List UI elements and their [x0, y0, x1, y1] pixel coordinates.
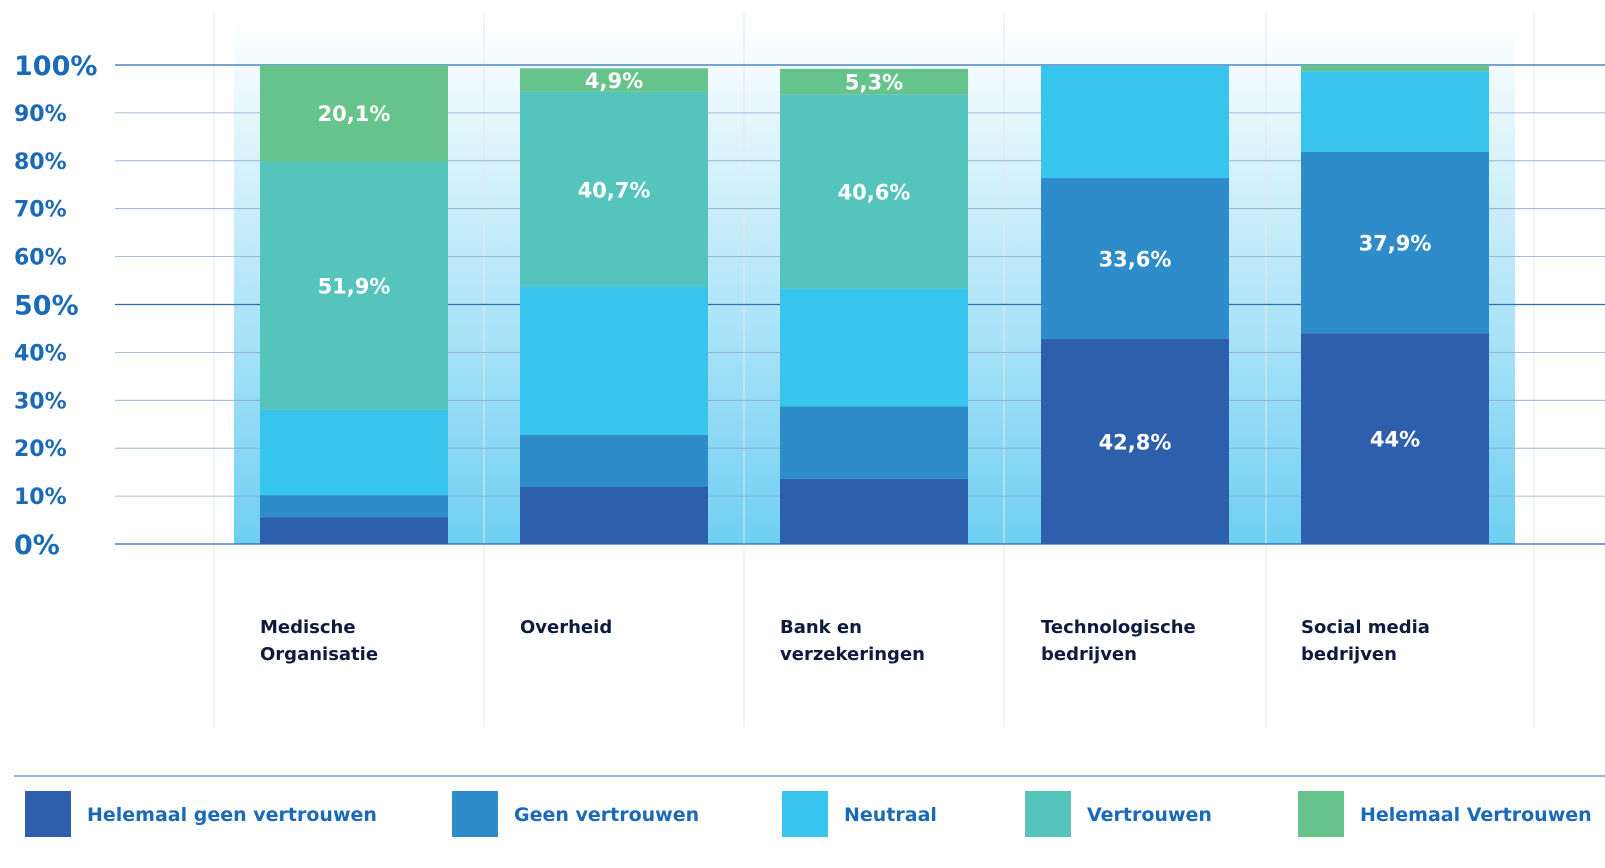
bar-segment: [780, 406, 968, 479]
bar-segment: [780, 288, 968, 407]
data-label: 40,6%: [838, 180, 911, 204]
legend-label: Helemaal geen vertrouwen: [87, 804, 377, 826]
bar-segment: [1301, 71, 1489, 152]
bar-segment: [520, 434, 708, 487]
y-tick-label: 10%: [14, 485, 67, 510]
bar-segment: [260, 409, 448, 496]
data-label: 5,3%: [845, 71, 903, 95]
legend-label: Neutraal: [844, 804, 937, 826]
y-tick-label: 70%: [14, 198, 67, 223]
bar-segment: [1041, 65, 1229, 179]
legend-swatch: [1025, 791, 1071, 837]
y-tick-label: 50%: [14, 291, 79, 322]
y-tick-label: 60%: [14, 246, 67, 271]
y-tick-label: 0%: [14, 530, 60, 561]
y-tick-label: 30%: [14, 389, 67, 414]
legend-label: Geen vertrouwen: [514, 804, 699, 826]
legend-item: Helemaal Vertrouwen: [1298, 791, 1592, 837]
legend-item: Geen vertrouwen: [452, 791, 699, 837]
bar-segment: [520, 68, 708, 92]
category-label: Overheid: [520, 617, 612, 638]
y-tick-label: 40%: [14, 341, 67, 366]
legend-swatch: [452, 791, 498, 837]
y-tick-label: 80%: [14, 150, 67, 175]
category-label: Social media bedrijven: [1301, 617, 1430, 665]
data-label: 37,9%: [1359, 231, 1432, 255]
category-label: Technologische bedrijven: [1041, 617, 1196, 665]
bar-segment: [1301, 333, 1489, 544]
y-tick-label: 100%: [14, 51, 97, 82]
legend-item: Vertrouwen: [1025, 791, 1212, 837]
bar-segment: [260, 517, 448, 544]
bar-segment: [520, 91, 708, 287]
legend-label: Helemaal Vertrouwen: [1360, 804, 1592, 826]
data-label: 42,8%: [1099, 430, 1172, 454]
category-label: Bank en verzekeringen: [780, 617, 925, 665]
category-label: Medische Organisatie: [260, 617, 378, 665]
bar-segment: [260, 65, 448, 162]
data-label: 40,7%: [578, 178, 651, 202]
data-label: 51,9%: [318, 275, 391, 299]
bar-segment: [1301, 65, 1489, 72]
bar-segment: [780, 478, 968, 544]
y-tick-label: 20%: [14, 437, 67, 462]
bar-segment: [780, 68, 968, 95]
bar-segment: [520, 486, 708, 544]
bar-segment: [260, 161, 448, 410]
legend-swatch: [782, 791, 828, 837]
bar-segment: [260, 495, 448, 518]
legend-swatch: [1298, 791, 1344, 837]
legend-item: Helemaal geen vertrouwen: [25, 791, 377, 837]
bar-segment: [1041, 338, 1229, 544]
y-tick-label: 90%: [14, 102, 67, 127]
bar-segment: [1301, 151, 1489, 334]
data-label: 33,6%: [1099, 248, 1172, 272]
legend-label: Vertrouwen: [1087, 804, 1212, 826]
legend-swatch: [25, 791, 71, 837]
bar-segment: [780, 94, 968, 289]
data-label: 20,1%: [318, 102, 391, 126]
data-label: 4,9%: [585, 69, 643, 93]
bar-segment: [520, 286, 708, 435]
bar-segment: [1041, 178, 1229, 339]
data-label: 44%: [1370, 428, 1420, 452]
legend-item: Neutraal: [782, 791, 937, 837]
